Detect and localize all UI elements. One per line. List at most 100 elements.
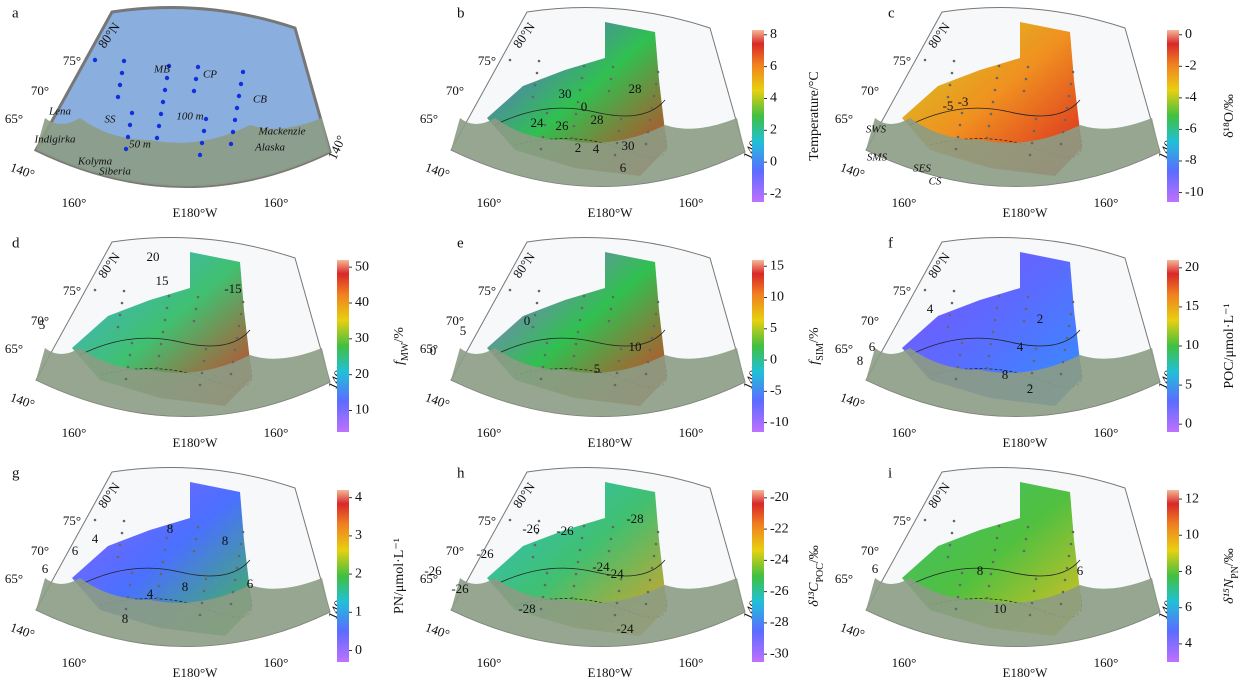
lon-label: 140°: [325, 133, 349, 162]
contour-label: -26: [424, 563, 442, 578]
station: [233, 118, 237, 122]
contour-label: 24: [531, 115, 545, 130]
colorbar-tick-label: 4: [355, 490, 362, 505]
panel-letter: f: [888, 235, 893, 251]
station: [117, 326, 120, 329]
colorbar-ramp: [752, 30, 764, 202]
colorbar-title: fSIM/%: [807, 327, 826, 365]
station: [616, 142, 619, 145]
colorbar-tick-label: 4: [770, 91, 777, 106]
colorbar-ramp: [752, 260, 764, 432]
station: [205, 348, 208, 351]
place-name: Alaska: [254, 142, 285, 154]
contour-label: 4: [1017, 339, 1024, 354]
station: [238, 325, 241, 328]
station: [1062, 591, 1065, 594]
contour-label: 6: [247, 576, 254, 591]
station: [647, 361, 650, 364]
station: [990, 573, 993, 576]
station: [234, 349, 237, 352]
station: [201, 602, 204, 605]
lat-label: 75°: [63, 283, 81, 298]
lat-label: 75°: [893, 53, 911, 68]
colorbar-tick-label: -8: [1185, 153, 1197, 168]
station: [536, 302, 539, 305]
colorbar-ramp: [1167, 30, 1179, 202]
station: [239, 82, 243, 86]
station: [164, 549, 167, 552]
station: [204, 117, 208, 121]
station: [655, 313, 658, 316]
lat-label: 65°: [420, 111, 438, 126]
station: [198, 153, 202, 157]
lat-label: 70°: [861, 313, 879, 328]
station: [125, 608, 128, 611]
station: [1060, 603, 1063, 606]
panel-letter: d: [12, 235, 20, 251]
station: [994, 319, 997, 322]
station: [534, 314, 537, 317]
colorbar-tick-label: 12: [1185, 491, 1199, 506]
station: [1072, 71, 1075, 74]
station: [240, 313, 243, 316]
station: [121, 302, 124, 305]
station: [1025, 308, 1028, 311]
colorbar-tick-label: -4: [1185, 90, 1197, 105]
colorbar-tick-label: 10: [1185, 527, 1199, 542]
station: [534, 84, 537, 87]
station: [657, 71, 660, 74]
contour-label: 8: [222, 533, 229, 548]
colorbar-tick-label: 50: [355, 259, 369, 274]
colorbar-tick-label: -28: [770, 615, 789, 630]
station: [655, 543, 658, 546]
lon-label: 140°: [838, 619, 866, 642]
station: [924, 289, 927, 292]
station: [546, 572, 549, 575]
colorbar-tick-label: 20: [1185, 260, 1199, 275]
colorbar-tick-label: 0: [770, 154, 777, 169]
station: [127, 366, 130, 369]
station: [123, 520, 126, 523]
station: [1068, 95, 1071, 98]
station: [951, 532, 954, 535]
contour-label: 6: [620, 160, 627, 175]
title-part: POC/μmol·L⁻¹: [1222, 303, 1237, 388]
station: [577, 561, 580, 564]
lon-label: 160°: [1094, 425, 1119, 440]
station: [575, 113, 578, 116]
station: [614, 154, 617, 157]
lon-label: 160°: [679, 425, 704, 440]
station: [953, 60, 956, 63]
station: [1068, 555, 1071, 558]
colorbar: -20-22-24-26-28-30δ¹³CPOC/‰: [752, 490, 826, 662]
station: [127, 596, 130, 599]
station: [231, 130, 235, 134]
station: [651, 337, 654, 340]
place-name: SMS: [867, 152, 888, 164]
colorbar-tick-label: 20: [355, 367, 369, 382]
station: [616, 372, 619, 375]
station: [949, 84, 952, 87]
station: [924, 59, 927, 62]
station: [1066, 337, 1069, 340]
station: [961, 342, 964, 345]
place-name: Indigirka: [34, 134, 76, 146]
station: [197, 526, 200, 529]
lon-label: 140°: [423, 389, 451, 412]
station: [955, 148, 958, 151]
station: [988, 125, 991, 128]
station: [542, 596, 545, 599]
panel: f80°N75°70°65°140°160°E180°W160°140°4268…: [835, 235, 1237, 450]
station: [166, 537, 169, 540]
lat-label: 65°: [5, 571, 23, 586]
lon-label: E180°W: [588, 665, 634, 680]
lon-label: 160°: [264, 655, 289, 670]
station: [538, 290, 541, 293]
station: [1027, 296, 1030, 299]
colorbar-tick-label: -30: [770, 646, 789, 661]
colorbar-tick-label: -6: [1185, 122, 1197, 137]
title-part: /%: [392, 327, 407, 343]
station: [653, 95, 656, 98]
lat-label: 70°: [446, 543, 464, 558]
